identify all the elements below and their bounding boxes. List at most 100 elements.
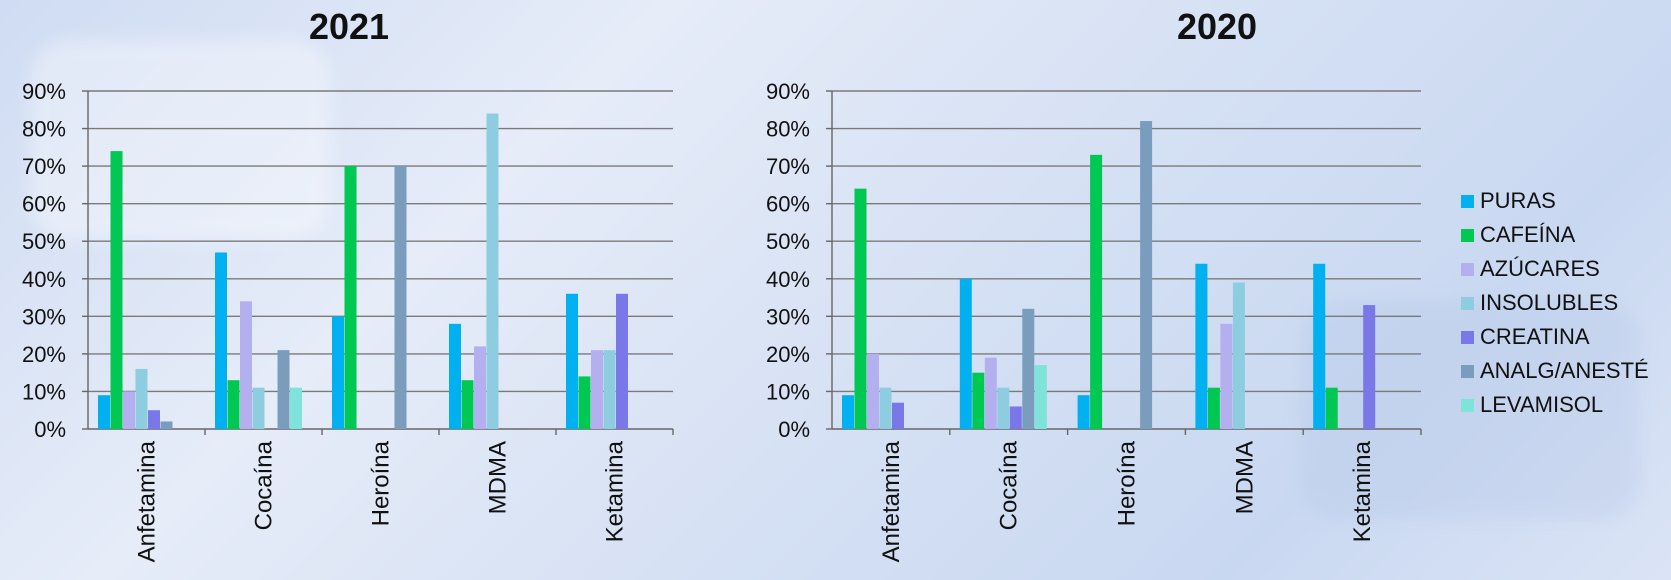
legend-label: LEVAMISOL: [1480, 392, 1604, 417]
legend-swatch: [1461, 194, 1474, 208]
x-category-label: Ketamina: [602, 440, 629, 542]
bar-azúcares-anfetamina: [123, 391, 135, 429]
bar-azúcares-ketamina: [591, 350, 603, 429]
bar-analg/anesté-heroína: [394, 166, 407, 429]
bar-insolubles-mdma: [1232, 282, 1245, 429]
x-category-label: Cocaína: [996, 440, 1023, 530]
chart-legend: PURAS CAFEÍNA AZÚCARES INSOLUBLES CREATINA AN…: [1461, 184, 1649, 422]
y-tick-label: 80%: [22, 117, 66, 142]
y-tick-label: 0%: [778, 417, 810, 442]
legend-swatch: [1461, 228, 1474, 242]
legend-item: AZÚCARES: [1461, 252, 1649, 286]
y-tick-label: 50%: [766, 229, 810, 254]
bar-creatina-cocaína: [1009, 406, 1022, 429]
bar-cafeína-cocaína: [972, 372, 985, 429]
legend-label: PURAS: [1480, 188, 1556, 213]
y-tick-label: 70%: [22, 154, 66, 179]
y-tick-label: 90%: [22, 79, 66, 104]
x-category-label: Ketamina: [1349, 440, 1376, 542]
bar-azúcares-mdma: [474, 346, 486, 429]
legend-label: ANALG/ANESTÉ: [1480, 358, 1649, 383]
legend-item: CREATINA: [1461, 320, 1649, 354]
legend-label: CREATINA: [1480, 324, 1590, 349]
y-tick-label: 50%: [22, 229, 66, 254]
legend-swatch: [1461, 330, 1474, 344]
x-category-label: MDMA: [1231, 441, 1258, 514]
x-category-label: Heroína: [368, 440, 395, 526]
bar-cafeína-anfetamina: [854, 188, 867, 429]
bar-cafeína-anfetamina: [110, 151, 123, 430]
bar-cafeína-heroína: [1090, 154, 1103, 429]
bar-creatina-anfetamina: [892, 402, 904, 429]
bar-analg/anesté-anfetamina: [160, 421, 173, 429]
bar-puras-heroína: [1077, 395, 1090, 429]
x-category-label: Anfetamina: [134, 440, 161, 562]
bar-puras-heroína: [332, 316, 344, 429]
y-tick-label: 20%: [766, 342, 810, 367]
legend-label: CAFEÍNA: [1480, 222, 1576, 247]
bar-levamisol-cocaína: [1034, 365, 1047, 429]
legend-label: INSOLUBLES: [1480, 290, 1619, 315]
bar-cafeína-ketamina: [578, 376, 591, 429]
bar-puras-mdma: [1195, 263, 1208, 429]
chart-title-2021: 2021: [308, 6, 390, 47]
y-tick-label: 60%: [766, 192, 810, 217]
bar-cafeína-cocaína: [227, 380, 240, 429]
legend-swatch: [1461, 296, 1474, 310]
bar-puras-ketamina: [566, 293, 578, 429]
chart-title-2020: 2020: [1176, 6, 1258, 47]
bar-insolubles-cocaína: [252, 387, 265, 429]
bar-cafeína-ketamina: [1325, 387, 1338, 429]
x-category-label: Heroína: [1114, 440, 1141, 526]
bar-analg/anesté-cocaína: [1022, 308, 1035, 429]
bar-puras-cocaína: [959, 278, 972, 429]
bar-insolubles-ketamina: [603, 350, 616, 429]
bar-puras-ketamina: [1313, 263, 1326, 429]
legend-item: PURAS: [1461, 184, 1649, 218]
bar-azúcares-cocaína: [240, 301, 252, 429]
bar-cafeína-heroína: [344, 166, 357, 429]
bar-cafeína-mdma: [1207, 387, 1220, 429]
bar-puras-anfetamina: [98, 395, 110, 429]
y-tick-label: 0%: [34, 417, 66, 442]
y-tick-label: 80%: [766, 117, 810, 142]
bar-levamisol-cocaína: [290, 387, 302, 429]
legend-swatch: [1461, 262, 1474, 276]
bar-creatina-ketamina: [616, 293, 628, 429]
y-tick-label: 10%: [22, 379, 66, 404]
chart-2020: 0% 10% 20% 30% 40% 50% 60% 70% 80% 90% Anfetamina C…: [766, 79, 1422, 562]
legend-swatch: [1461, 364, 1474, 378]
bar-analg/anesté-heroína: [1140, 121, 1153, 430]
bar-insolubles-anfetamina: [879, 387, 892, 429]
background-highlight: [30, 40, 330, 240]
bar-creatina-anfetamina: [148, 410, 160, 429]
y-tick-label: 90%: [766, 79, 810, 104]
bar-creatina-ketamina: [1363, 305, 1376, 429]
y-tick-label: 20%: [22, 342, 66, 367]
bar-puras-anfetamina: [842, 395, 854, 429]
bar-insolubles-mdma: [486, 113, 499, 430]
bar-insolubles-anfetamina: [135, 368, 148, 429]
x-category-label: Cocaína: [251, 440, 278, 530]
y-tick-label: 30%: [22, 304, 66, 329]
bar-puras-cocaína: [215, 252, 227, 429]
bar-azúcares-cocaína: [984, 357, 997, 429]
bar-cafeína-mdma: [461, 380, 474, 429]
bar-analg/anesté-cocaína: [277, 350, 290, 429]
bar-insolubles-cocaína: [997, 387, 1010, 429]
legend-item: CAFEÍNA: [1461, 218, 1649, 252]
chart-2021: 0% 10% 20% 30% 40% 50% 60% 70% 80% 90% Anfetamina C…: [22, 79, 674, 562]
y-tick-label: 10%: [766, 379, 810, 404]
y-tick-label: 40%: [766, 267, 810, 292]
x-category-label: Anfetamina: [878, 440, 905, 562]
bar-azúcares-anfetamina: [867, 353, 879, 429]
legend-item: LEVAMISOL: [1461, 388, 1649, 422]
legend-label: AZÚCARES: [1480, 256, 1600, 281]
y-tick-label: 30%: [766, 304, 810, 329]
legend-item: INSOLUBLES: [1461, 286, 1649, 320]
y-tick-label: 60%: [22, 192, 66, 217]
y-tick-label: 40%: [22, 267, 66, 292]
bar-puras-mdma: [449, 323, 461, 429]
x-category-label: MDMA: [485, 441, 512, 514]
